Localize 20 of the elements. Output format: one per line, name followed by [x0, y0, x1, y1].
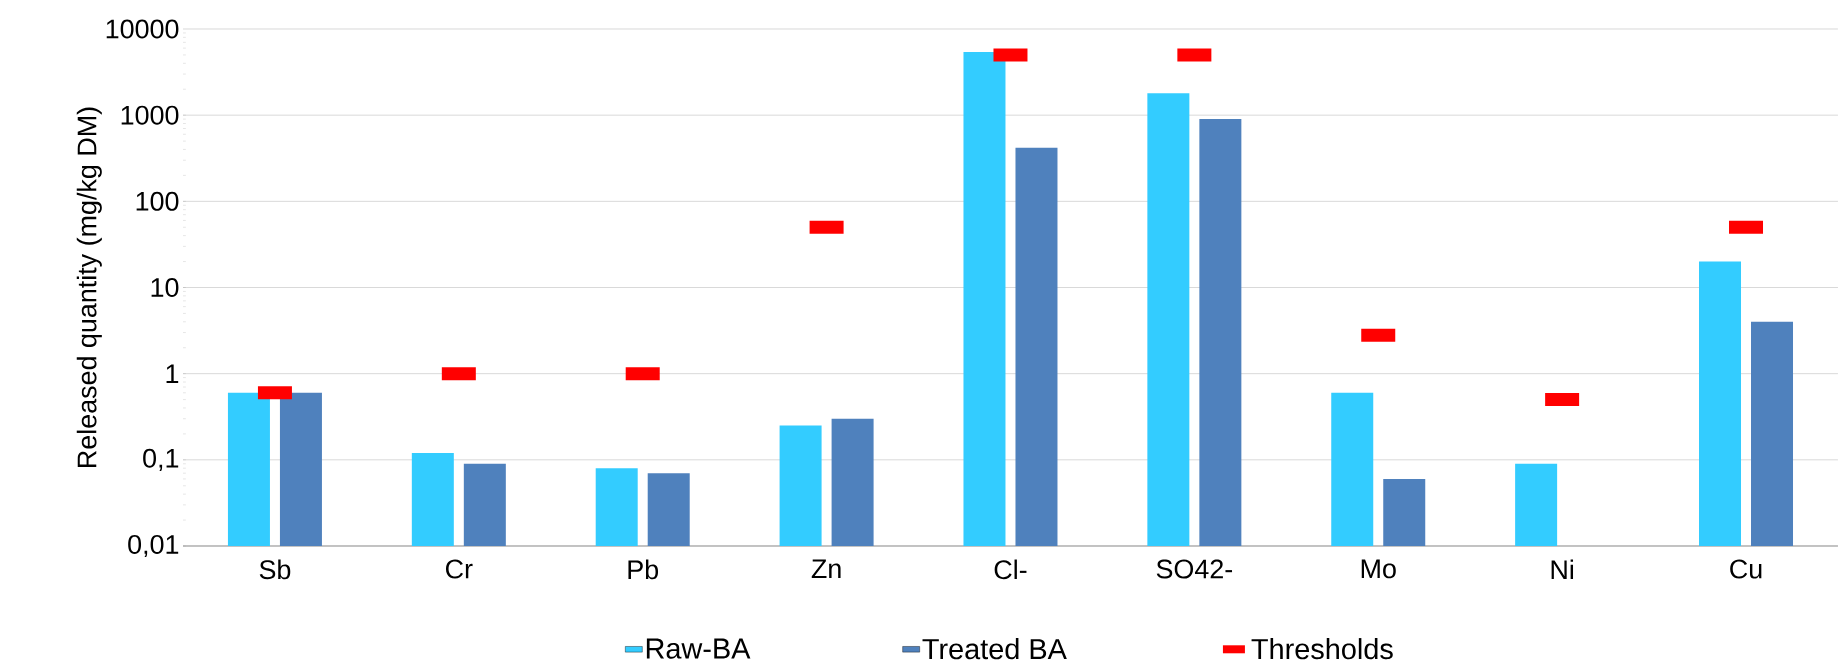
legend-label: Raw-BA: [646, 638, 751, 659]
y-tick-label: 10: [151, 277, 179, 298]
y-tick-label: 100: [136, 191, 179, 211]
y-tick-label: 1000: [121, 105, 179, 125]
legend-label: Thresholds: [1251, 638, 1393, 660]
x-tick-label: Ni: [1551, 559, 1574, 580]
y-tick-label: 0,1: [143, 448, 179, 471]
legend-label: Treated BA: [922, 638, 1067, 660]
x-tick-label: Pb: [628, 559, 659, 580]
y-tick-label: 0,01: [128, 534, 179, 558]
y-axis-title: Released quantity (mg/kg DM): [76, 107, 102, 467]
x-tick-label: Cu: [1730, 559, 1762, 579]
x-tick-label: SO42-: [1156, 559, 1233, 579]
x-tick-label: Cr: [445, 559, 473, 579]
x-tick-label: Sb: [259, 559, 291, 580]
y-tick-label: 1: [166, 364, 179, 383]
x-tick-label: Cl-: [994, 559, 1027, 580]
x-tick-label: Mo: [1361, 559, 1396, 579]
x-tick-label: Zn: [811, 559, 841, 579]
y-tick-label: 10000: [106, 19, 179, 39]
